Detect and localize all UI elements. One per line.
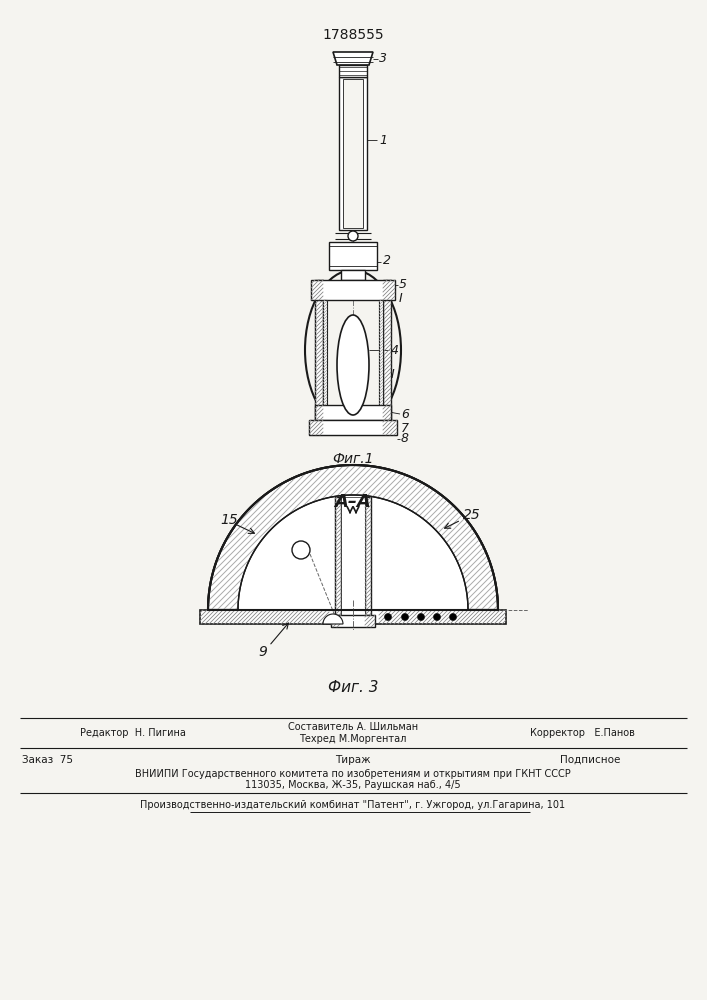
Bar (200, 610, 506, 624)
Circle shape (433, 613, 440, 620)
Text: 9: 9 (258, 645, 267, 659)
Circle shape (348, 231, 358, 241)
Text: I: I (399, 292, 403, 304)
Text: 8: 8 (401, 432, 409, 446)
Bar (341, 497, 365, 615)
Text: Тираж: Тираж (335, 755, 370, 765)
Text: 15: 15 (220, 513, 238, 527)
Bar (339, 65, 367, 77)
Text: 1: 1 (379, 133, 387, 146)
Text: Техред М.Моргентал: Техред М.Моргентал (299, 734, 407, 744)
Bar (365, 497, 371, 615)
Text: Составитель А. Шильман: Составитель А. Шильман (288, 722, 418, 732)
Bar (315, 280, 323, 420)
Bar (315, 405, 391, 420)
Text: Заказ  75: Заказ 75 (22, 755, 73, 765)
Text: 25: 25 (463, 508, 481, 522)
Text: Корректор   Е.Панов: Корректор Е.Панов (530, 728, 635, 738)
Text: 2: 2 (383, 253, 391, 266)
Circle shape (418, 613, 424, 620)
Text: Производственно-издательский комбинат "Патент", г. Ужгород, ул.Гагарина, 101: Производственно-издательский комбинат "П… (141, 800, 566, 810)
Polygon shape (238, 495, 468, 610)
Bar (379, 300, 383, 405)
Bar (311, 280, 395, 300)
Text: 113035, Москва, Ж-35, Раушская наб., 4/5: 113035, Москва, Ж-35, Раушская наб., 4/5 (245, 780, 461, 790)
Text: Фиг. 3: Фиг. 3 (328, 680, 378, 695)
Circle shape (292, 541, 310, 559)
Text: 4: 4 (391, 344, 399, 357)
Bar (341, 270, 365, 280)
Text: Подписное: Подписное (560, 755, 620, 765)
Text: 1788555: 1788555 (322, 28, 384, 42)
Bar (339, 77, 367, 230)
Text: ВНИИПИ Государственного комитета по изобретениям и открытиям при ГКНТ СССР: ВНИИПИ Государственного комитета по изоб… (135, 769, 571, 779)
Bar (383, 280, 391, 420)
Circle shape (450, 613, 457, 620)
Polygon shape (208, 465, 498, 610)
Bar (323, 300, 327, 405)
Text: Редактор  Н. Пигина: Редактор Н. Пигина (80, 728, 186, 738)
Circle shape (402, 613, 409, 620)
Text: I: I (391, 368, 395, 381)
Polygon shape (333, 52, 373, 65)
Text: 6: 6 (401, 408, 409, 420)
Text: 5: 5 (399, 278, 407, 292)
Text: 7: 7 (401, 422, 409, 436)
Bar (343, 79, 363, 228)
Wedge shape (323, 614, 343, 624)
Text: A–A: A–A (334, 493, 371, 511)
Bar (309, 420, 397, 435)
Circle shape (385, 613, 392, 620)
Text: 3: 3 (379, 52, 387, 66)
Bar (329, 242, 377, 270)
Bar (335, 497, 341, 615)
Ellipse shape (337, 315, 369, 415)
Bar (331, 615, 375, 627)
Text: Фиг.1: Фиг.1 (332, 452, 374, 466)
